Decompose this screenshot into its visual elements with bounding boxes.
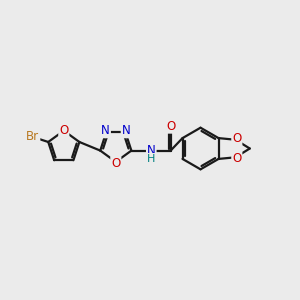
Text: N: N <box>147 144 156 157</box>
Text: O: O <box>232 132 242 145</box>
Text: H: H <box>147 154 155 164</box>
Text: N: N <box>122 124 130 137</box>
Text: O: O <box>232 152 242 165</box>
Text: O: O <box>111 157 120 170</box>
Text: Br: Br <box>26 130 39 143</box>
Text: N: N <box>101 124 110 137</box>
Text: O: O <box>59 124 68 136</box>
Text: O: O <box>166 120 175 133</box>
